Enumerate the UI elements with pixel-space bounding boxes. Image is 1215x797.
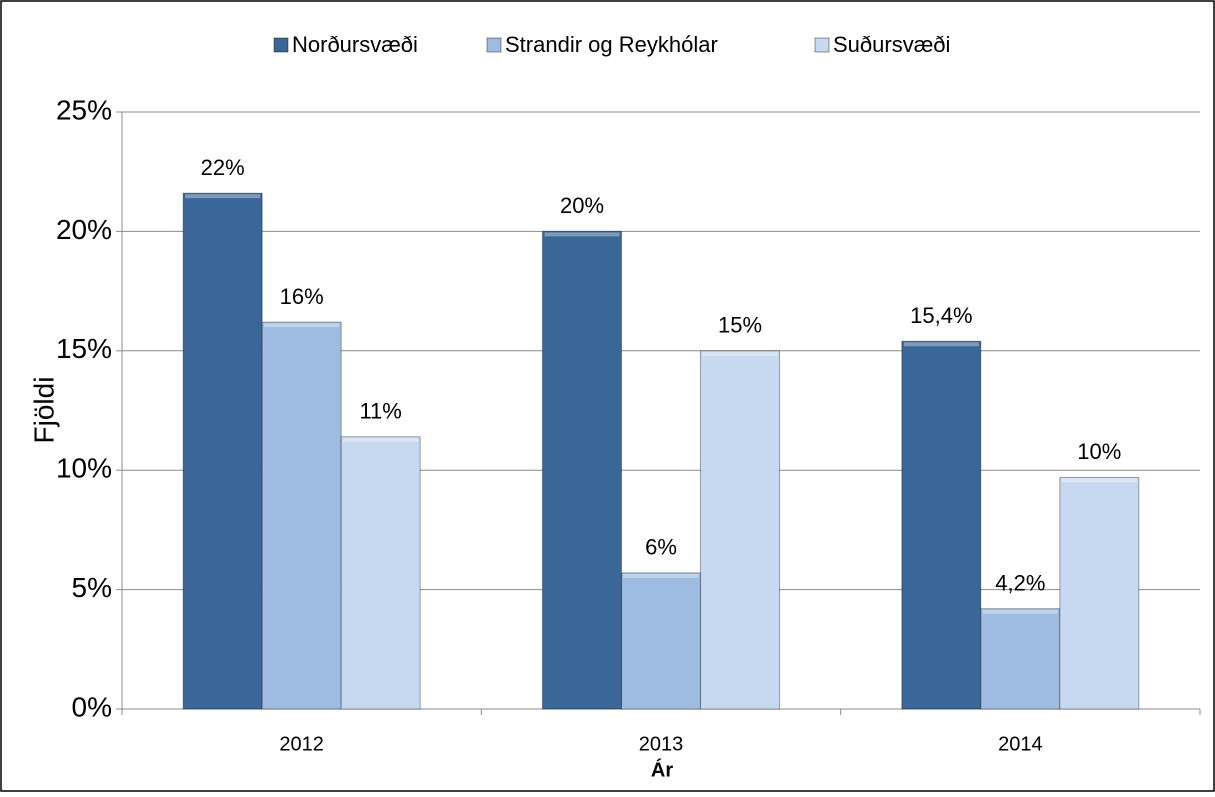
- legend-swatch: [814, 37, 830, 53]
- bar: [901, 340, 982, 710]
- bar-highlight: [903, 342, 979, 347]
- legend-swatch: [486, 37, 502, 53]
- x-axis-title: Ár: [651, 758, 673, 781]
- data-label: 10%: [1077, 439, 1121, 464]
- y-axis-title: Fjöldi: [28, 377, 59, 444]
- y-tick-label: 5%: [72, 572, 112, 603]
- x-tick-label: 2014: [998, 733, 1043, 755]
- legend-swatch: [273, 37, 289, 53]
- x-tick-label: 2012: [279, 733, 324, 755]
- bar-highlight: [1061, 478, 1137, 483]
- y-tick-label: 15%: [56, 333, 112, 364]
- bar: [340, 436, 421, 710]
- y-tick-label: 0%: [72, 691, 112, 722]
- legend-label: Strandir og Reykhólar: [505, 32, 718, 57]
- bar: [700, 350, 780, 710]
- bar: [182, 192, 263, 710]
- bar-highlight: [544, 232, 620, 237]
- legend-label: Norðursvæði: [292, 32, 418, 57]
- x-tick-label: 2013: [639, 733, 684, 755]
- bar: [621, 572, 701, 710]
- data-label: 15,4%: [910, 303, 972, 328]
- bar-highlight: [702, 351, 778, 356]
- data-label: 11%: [359, 399, 401, 424]
- bar-highlight: [982, 609, 1058, 614]
- data-label: 22%: [201, 155, 245, 180]
- bar: [1059, 476, 1140, 710]
- y-tick-label: 25%: [56, 94, 112, 125]
- bar-highlight: [623, 573, 699, 578]
- data-label: 16%: [280, 284, 324, 309]
- y-tick-label: 20%: [56, 214, 112, 245]
- data-label: 15%: [718, 313, 762, 338]
- bar-highlight: [185, 194, 261, 199]
- bar-highlight: [343, 437, 419, 442]
- legend-label: Suðursvæði: [833, 32, 950, 57]
- data-label: 20%: [560, 193, 604, 218]
- bar-highlight: [264, 323, 340, 328]
- bar: [980, 608, 1061, 710]
- data-label: 4,2%: [995, 571, 1045, 596]
- bar: [261, 321, 342, 710]
- y-tick-label: 10%: [56, 453, 112, 484]
- bar: [542, 230, 622, 710]
- data-label: 6%: [645, 535, 677, 560]
